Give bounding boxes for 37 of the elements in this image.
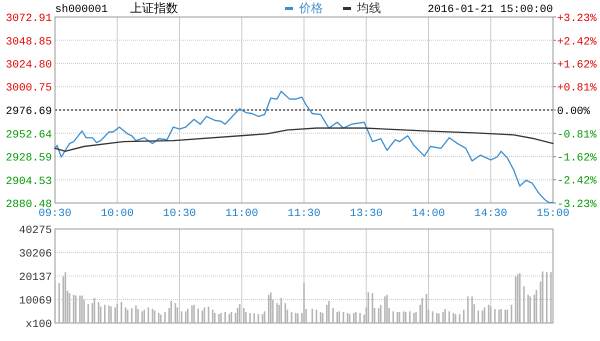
- y-tick-label: x100: [26, 319, 52, 331]
- y-tick-label: 3000.75: [6, 82, 52, 95]
- line-series: [54, 90, 554, 204]
- y-tick-label: 3048.85: [6, 36, 52, 48]
- y-tick-label: 2976.69: [6, 106, 52, 118]
- y-tick-label: 10069: [18, 296, 52, 308]
- chart-title: 上证指数: [130, 1, 178, 15]
- legend-label: 均线: [356, 1, 381, 15]
- y2-tick-label: +0.81%: [557, 82, 598, 95]
- text: 2016-01-21 15:00:00: [428, 4, 553, 16]
- y-tick-label: 3072.91: [6, 13, 52, 25]
- y2-tick-label: -0.81%: [557, 129, 598, 142]
- x-tick-label: 15:00: [536, 208, 570, 220]
- y2-tick-label: 0.00%: [557, 106, 590, 118]
- y-tick-label: 2928.59: [6, 152, 52, 164]
- x-tick-label: 14:30: [474, 208, 508, 220]
- x-tick-label: 11:30: [287, 208, 321, 220]
- x-tick-label: 11:00: [225, 208, 258, 220]
- y2-tick-label: -1.62%: [557, 152, 598, 165]
- y-tick-label: 2904.53: [6, 176, 52, 188]
- y-tick-label: 30206: [18, 248, 52, 260]
- y2-tick-label: +2.42%: [557, 36, 598, 48]
- y-tick-label: 40275: [18, 225, 52, 237]
- x-tick-label: 13:30: [350, 208, 383, 220]
- y2-tick-label: -2.42%: [557, 176, 598, 188]
- chart-subtitle: sh000001: [55, 4, 108, 16]
- x-tick-label: 09:30: [38, 208, 72, 220]
- legend-label: 价格: [298, 1, 323, 15]
- x-tick-label: 10:30: [162, 208, 196, 220]
- y2-tick-label: +1.62%: [557, 59, 598, 72]
- y-tick-label: 20137: [18, 272, 52, 284]
- y-tick-label: 3024.80: [6, 60, 52, 72]
- y-tick-label: 2952.64: [6, 129, 52, 142]
- x-tick-label: 14:00: [412, 208, 446, 220]
- x-tick-label: 10:00: [100, 208, 134, 220]
- line-series: [54, 127, 554, 152]
- y2-tick-label: +3.23%: [557, 13, 598, 25]
